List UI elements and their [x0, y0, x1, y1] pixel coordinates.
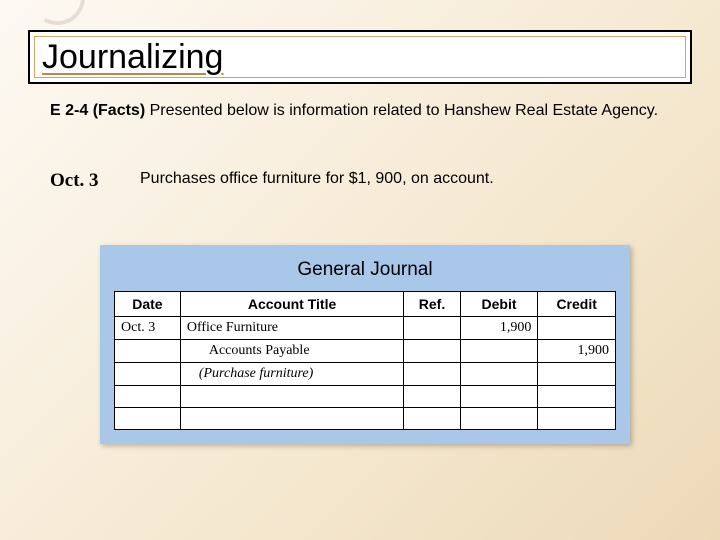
table-cell: 1,900 — [460, 317, 538, 340]
table-cell — [460, 363, 538, 386]
journal-table: Date Account Title Ref. Debit Credit Oct… — [114, 291, 616, 430]
col-header-debit: Debit — [460, 292, 538, 317]
table-cell: Office Furniture — [180, 317, 403, 340]
table-cell — [180, 408, 403, 430]
table-row — [115, 408, 616, 430]
transaction-description: Purchases office furniture for $1, 900, … — [140, 170, 494, 188]
table-cell — [538, 317, 616, 340]
table-cell — [404, 408, 460, 430]
table-cell — [115, 386, 181, 408]
table-cell: Oct. 3 — [115, 317, 181, 340]
col-header-account: Account Title — [180, 292, 403, 317]
table-cell: (Purchase furniture) — [180, 363, 403, 386]
table-cell: 1,900 — [538, 340, 616, 363]
general-journal-panel: General Journal Date Account Title Ref. … — [100, 245, 630, 444]
col-header-ref: Ref. — [404, 292, 460, 317]
table-cell — [180, 386, 403, 408]
decorative-spiral-icon — [24, 0, 91, 31]
table-row: (Purchase furniture) — [115, 363, 616, 386]
slide-title: Journalizing — [42, 38, 223, 77]
slide-title-box: Journalizing — [28, 30, 692, 84]
exercise-facts: E 2-4 (Facts) Presented below is informa… — [50, 100, 670, 122]
table-cell — [404, 317, 460, 340]
table-row: Oct. 3Office Furniture 1,900 — [115, 317, 616, 340]
col-header-date: Date — [115, 292, 181, 317]
col-header-credit: Credit — [538, 292, 616, 317]
table-cell — [460, 408, 538, 430]
table-cell — [404, 386, 460, 408]
journal-heading: General Journal — [114, 255, 616, 291]
table-row — [115, 386, 616, 408]
table-cell — [538, 363, 616, 386]
table-cell — [115, 340, 181, 363]
facts-prefix: E 2-4 (Facts) — [50, 102, 145, 119]
table-cell: Accounts Payable — [180, 340, 403, 363]
transaction-date: Oct. 3 — [50, 170, 99, 192]
table-cell — [404, 340, 460, 363]
journal-body: Oct. 3Office Furniture1,900Accounts Paya… — [115, 317, 616, 430]
table-cell — [115, 363, 181, 386]
table-cell — [460, 340, 538, 363]
table-row: Accounts Payable 1,900 — [115, 340, 616, 363]
facts-body: Presented below is information related t… — [145, 102, 658, 119]
table-cell — [538, 386, 616, 408]
table-cell — [404, 363, 460, 386]
table-cell — [460, 386, 538, 408]
table-cell — [538, 408, 616, 430]
table-header-row: Date Account Title Ref. Debit Credit — [115, 292, 616, 317]
table-cell — [115, 408, 181, 430]
